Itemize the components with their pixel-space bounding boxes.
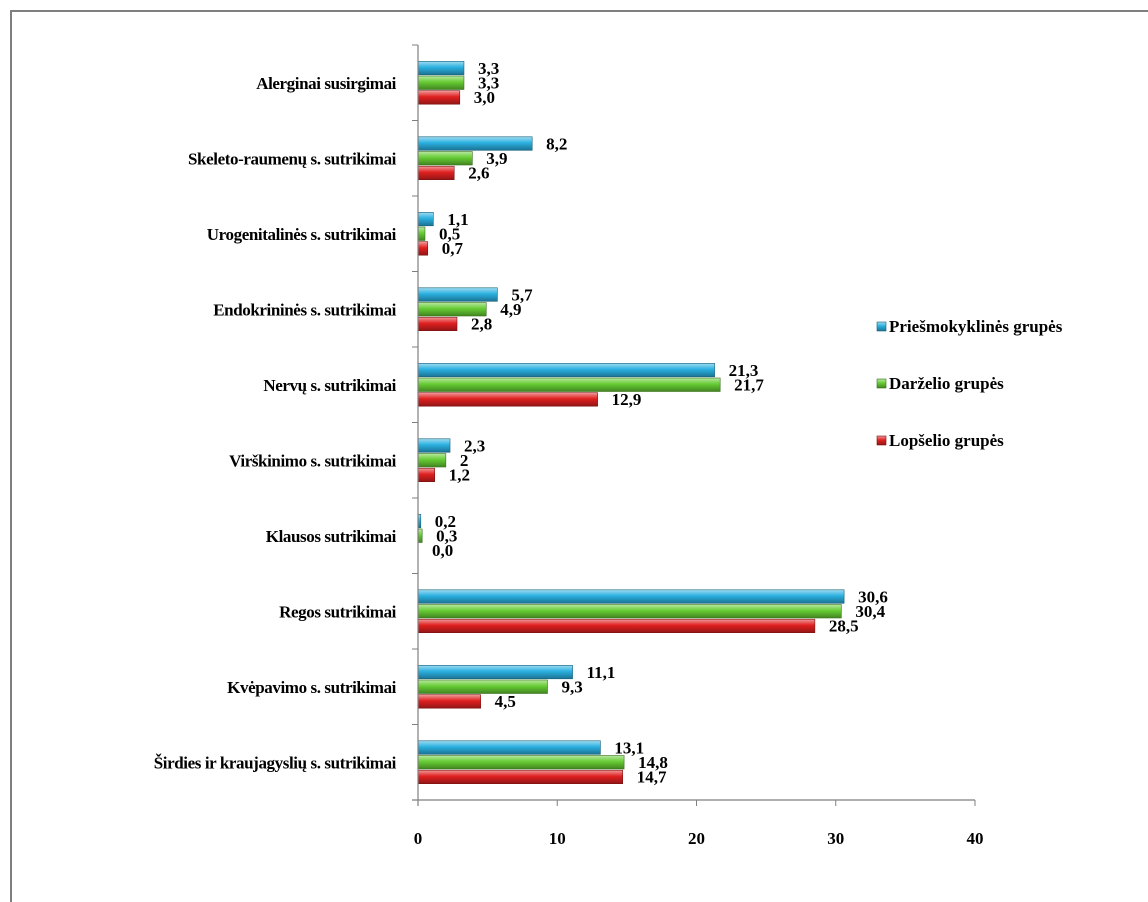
data-label: 2,6 (468, 164, 489, 183)
x-tick-label: 40 (967, 829, 984, 848)
data-label: 13,1 (614, 738, 644, 757)
bars-layer (417, 60, 845, 785)
data-label: 3,3 (478, 59, 499, 78)
bar (417, 664, 573, 680)
x-tick-label: 10 (549, 829, 566, 848)
data-label: 4,9 (500, 300, 521, 319)
category-label: Klausos sutrikimai (266, 527, 397, 546)
axes-layer (412, 44, 976, 806)
legend-swatch (876, 435, 887, 446)
data-label: 3,3 (478, 74, 499, 93)
bar (417, 362, 715, 378)
bar (417, 226, 426, 241)
legend-label: Lopšelio grupės (889, 431, 1004, 450)
data-label: 2 (460, 451, 469, 470)
data-label: 11,1 (587, 663, 616, 682)
bar (417, 528, 423, 543)
category-label: Nervų s. sutrikimai (263, 376, 396, 395)
data-label: 5,7 (511, 285, 533, 304)
data-label: 1,2 (449, 466, 470, 485)
bar (417, 287, 498, 302)
category-label: Virškinimo s. sutrikimai (229, 451, 397, 470)
data-label: 0,0 (432, 541, 453, 560)
data-label: 4,5 (495, 692, 516, 711)
bar (417, 241, 429, 256)
category-label: Regos sutrikimai (279, 602, 397, 621)
bar (417, 604, 842, 619)
bar (417, 151, 473, 166)
bar (417, 679, 548, 694)
data-label: 14,8 (638, 753, 668, 772)
x-tick-label: 20 (688, 829, 705, 848)
bar (417, 589, 845, 604)
bar (417, 392, 598, 407)
bar (417, 755, 625, 770)
category-label: Urogenitalinės s. sutrikimai (207, 225, 397, 244)
data-label: 2,3 (464, 436, 485, 455)
legend-swatch (876, 321, 887, 332)
x-tick-label: 0 (414, 829, 423, 848)
bar (417, 453, 447, 468)
data-label: 1,1 (447, 210, 468, 229)
bar (417, 438, 451, 453)
data-label: 30,6 (858, 587, 888, 606)
bar (417, 377, 721, 392)
bar (417, 75, 465, 90)
data-label: 2,8 (471, 315, 492, 334)
data-label: 0,2 (435, 512, 456, 531)
bar (417, 769, 623, 785)
bar (417, 60, 465, 76)
data-label: 0,3 (436, 527, 457, 546)
labels-layer: Alerginai susirgimai3,33,33,0Skeleto-rau… (154, 59, 984, 848)
data-label: 21,7 (734, 376, 764, 395)
bar (417, 165, 455, 180)
bar (417, 90, 461, 105)
legend: Priešmokyklinės grupės Darželio grupės Lop… (876, 317, 1063, 450)
data-label: 9,3 (562, 678, 583, 697)
data-label: 21,3 (729, 361, 759, 380)
data-label: 8,2 (546, 134, 567, 153)
bar (417, 467, 436, 483)
category-label: Kvėpavimo s. sutrikimai (227, 678, 397, 697)
data-label: 14,7 (637, 768, 667, 787)
data-label: 3,0 (474, 88, 495, 107)
x-tick-label: 30 (827, 829, 844, 848)
legend-label: Darželio grupės (889, 374, 1004, 393)
bar (417, 618, 816, 634)
data-label: 12,9 (612, 390, 642, 409)
bar (417, 694, 481, 709)
category-label: Širdies ir kraujagyslių s. sutrikimai (154, 753, 397, 772)
data-label: 30,4 (855, 602, 885, 621)
chart-frame (10, 10, 1148, 902)
legend-swatch (876, 378, 887, 389)
bar (417, 136, 533, 151)
data-label: 3,9 (486, 149, 507, 168)
bar (417, 212, 434, 227)
bar (417, 740, 601, 755)
data-label: 0,5 (439, 225, 460, 244)
data-label: 0,7 (442, 239, 464, 258)
category-label: Endokrininės s. sutrikimai (213, 300, 396, 319)
category-label: Skeleto-raumenų s. sutrikimai (188, 149, 397, 168)
bar (417, 316, 458, 332)
data-label: 28,5 (829, 617, 859, 636)
legend-label: Priešmokyklinės grupės (889, 317, 1063, 336)
category-label: Alerginai susirgimai (256, 74, 396, 93)
